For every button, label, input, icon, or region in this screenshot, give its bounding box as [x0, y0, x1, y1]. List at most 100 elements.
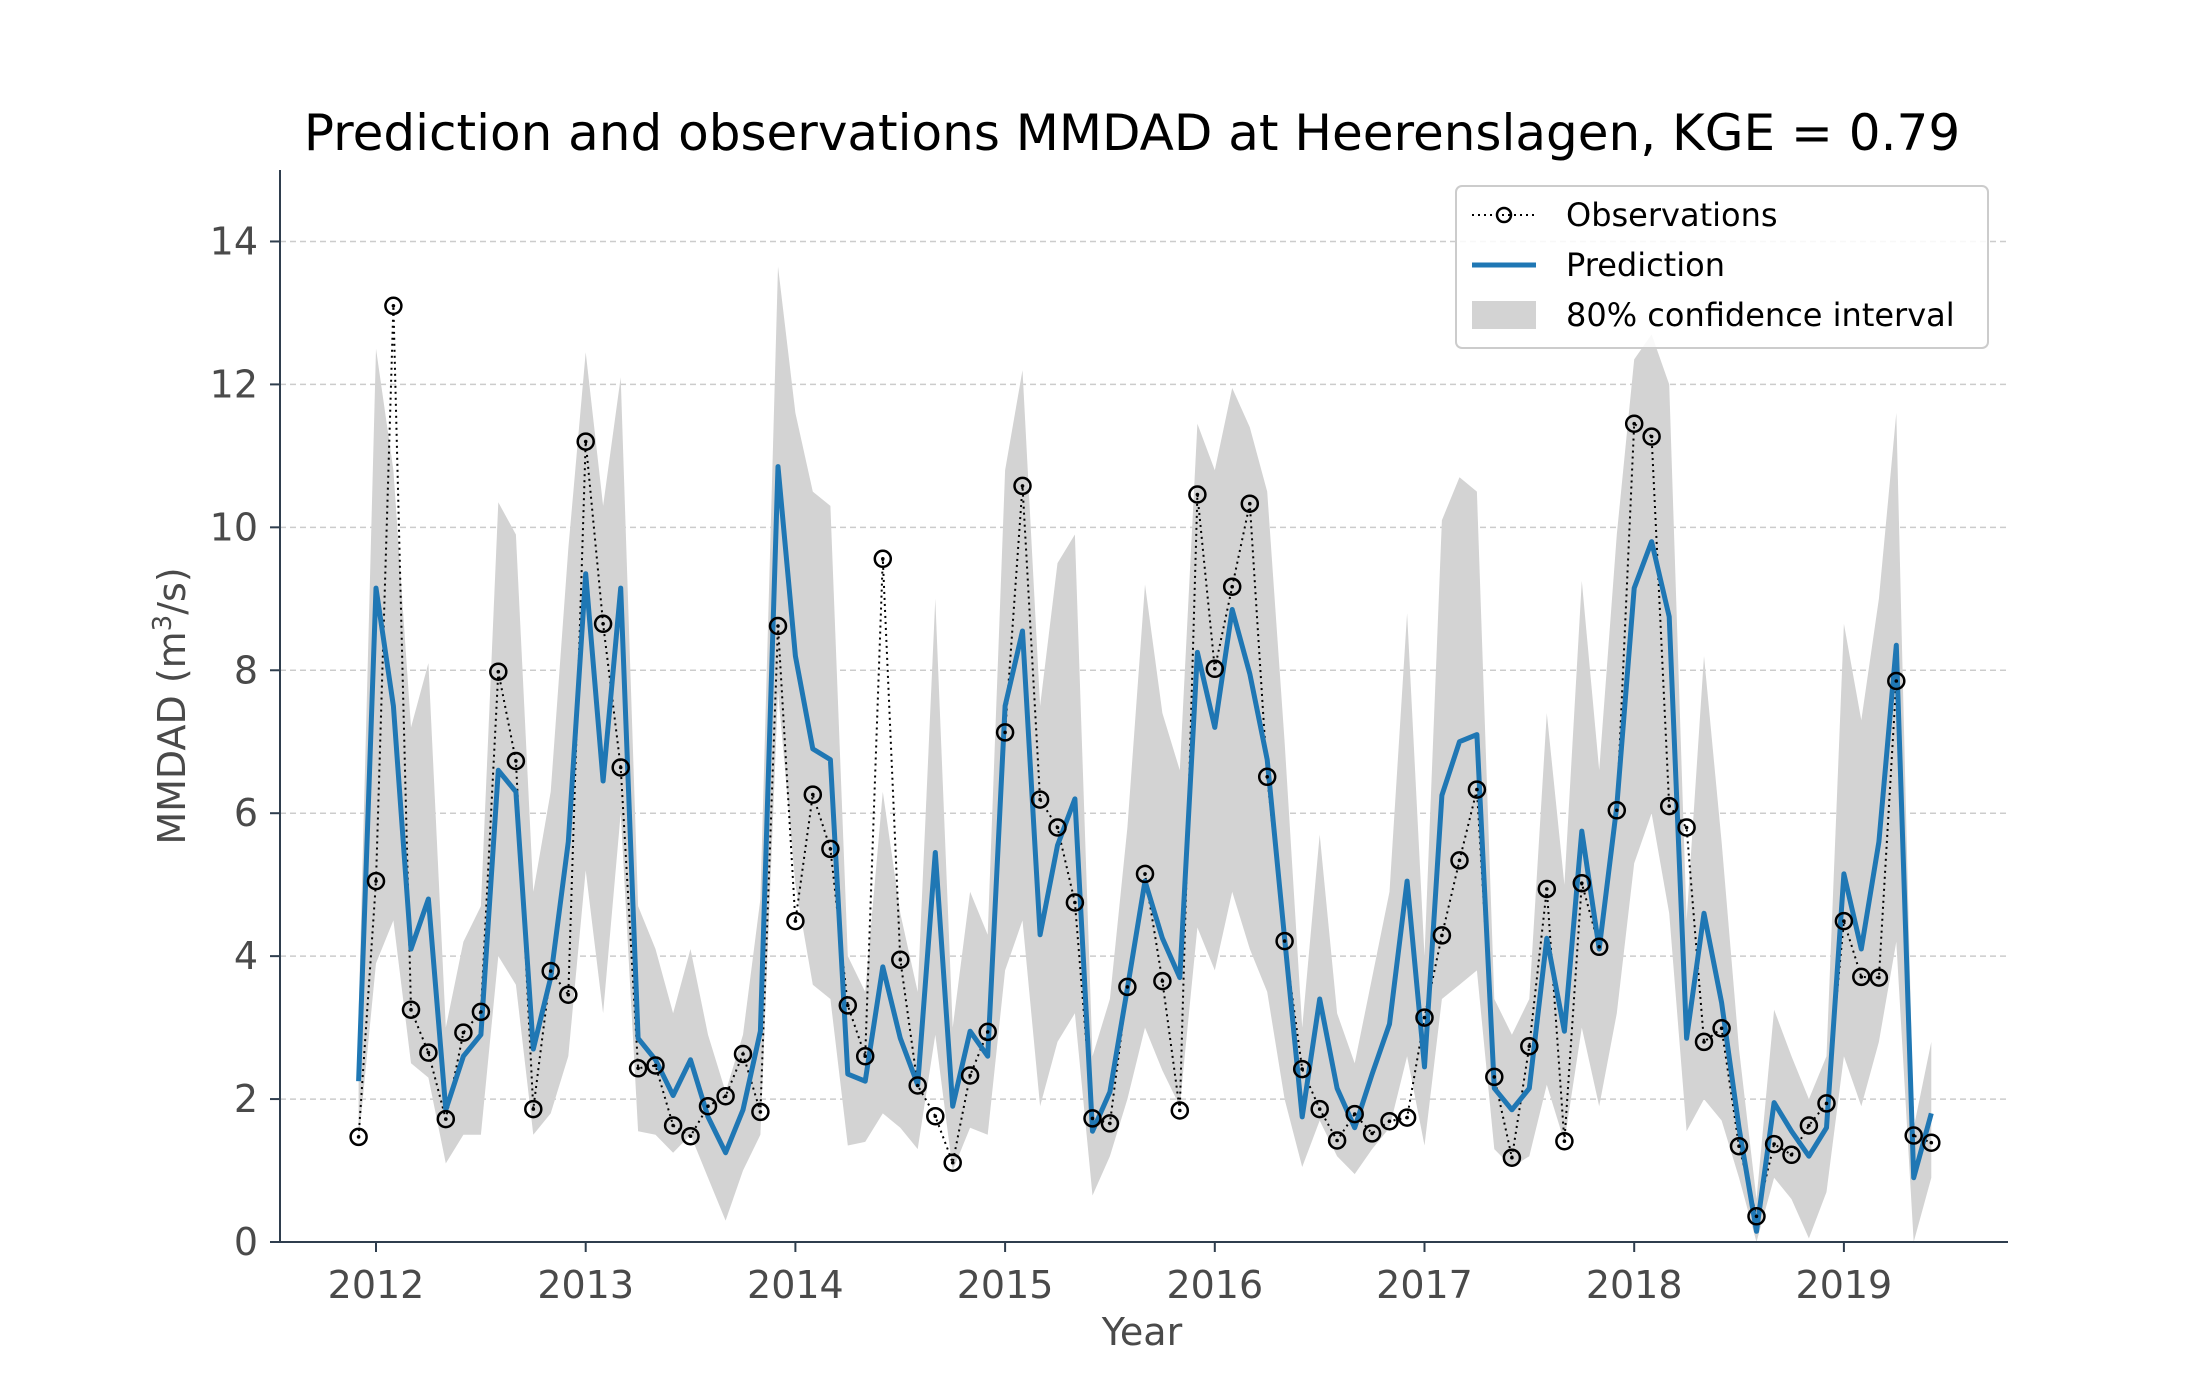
observation-point [1537, 879, 1557, 899]
observation-marker [1327, 1131, 1347, 1150]
observation-marker [349, 1127, 368, 1147]
observation-marker [1852, 967, 1871, 987]
observation-marker [1153, 971, 1172, 991]
observation-marker [471, 1002, 491, 1022]
observation-marker-dot [1265, 775, 1269, 779]
observation-marker-dot [1789, 1153, 1794, 1157]
observation-point [1782, 1145, 1801, 1165]
observation-point [698, 1096, 718, 1116]
observation-marker-dot [426, 1050, 431, 1055]
axes [279, 170, 2008, 1243]
observation-marker-dot [933, 1114, 938, 1118]
observation-marker [1764, 1134, 1784, 1154]
observation-marker [1537, 879, 1557, 899]
observation-point [1834, 911, 1854, 931]
y-axis-label: MMDAD (m3/s) [148, 567, 194, 844]
observation-marker-dot [915, 1083, 920, 1088]
observation-marker-dot [1684, 825, 1689, 830]
y-tick-label-8: 8 [234, 648, 258, 692]
observation-point [943, 1153, 962, 1172]
observation-marker [1642, 427, 1661, 446]
observation-marker [663, 1116, 683, 1135]
observation-marker [1589, 937, 1609, 957]
observation-marker-dot [1615, 808, 1619, 813]
observation-marker [1659, 796, 1679, 816]
legend-observations-label: Observations [1566, 196, 1778, 234]
observation-point [541, 961, 560, 981]
observation-marker [1345, 1104, 1364, 1124]
observation-marker-dot [1702, 1040, 1706, 1044]
observation-marker [628, 1059, 648, 1078]
observation-marker [1624, 414, 1644, 433]
observation-point [384, 296, 403, 316]
observations-points [349, 296, 1941, 1226]
observation-marker-dot [1737, 1144, 1741, 1148]
observation-marker-dot [1667, 804, 1671, 808]
observation-point [471, 1002, 491, 1022]
observation-marker-dot [950, 1160, 955, 1165]
observation-marker-dot [1842, 919, 1846, 923]
observation-marker [803, 785, 823, 804]
observation-point [681, 1126, 700, 1146]
observation-marker-dot [1754, 1214, 1759, 1219]
y-tick-label-10: 10 [210, 505, 258, 549]
observation-marker [1485, 1067, 1504, 1087]
observation-marker [593, 614, 613, 634]
observation-marker [506, 751, 526, 771]
y-tick-label-12: 12 [210, 362, 258, 406]
observation-marker [1694, 1032, 1714, 1052]
observation-marker-dot [706, 1104, 710, 1108]
observation-marker-dot [863, 1054, 867, 1058]
observation-point [1729, 1136, 1749, 1156]
observation-point [1065, 893, 1085, 912]
observation-point [1170, 1101, 1190, 1120]
observation-marker [978, 1022, 997, 1042]
observation-marker [1817, 1094, 1836, 1113]
legend-band-label: 80% confidence interval [1566, 296, 1955, 334]
observation-point [1694, 1032, 1714, 1052]
observation-marker-dot [1597, 945, 1601, 949]
observation-point [733, 1044, 753, 1064]
observation-point [1520, 1036, 1539, 1056]
observation-point [995, 723, 1015, 742]
observation-marker-dot [1143, 872, 1147, 876]
observation-marker-dot [1492, 1075, 1497, 1079]
y-axis-label-tail: /s) [150, 567, 194, 614]
observation-marker [1275, 931, 1294, 951]
observation-marker-dot [1300, 1067, 1304, 1071]
observation-marker [1904, 1126, 1923, 1145]
observation-marker [1869, 968, 1889, 987]
observation-marker-dot [444, 1117, 448, 1121]
observation-marker [524, 1099, 543, 1119]
observation-marker-dot [1929, 1140, 1934, 1145]
y-ticks: 0 2 4 6 8 10 12 14 [210, 219, 280, 1264]
observation-point [366, 871, 386, 891]
observation-point [1869, 968, 1889, 987]
observation-marker-dot [1772, 1142, 1776, 1146]
observation-marker [698, 1096, 718, 1116]
observation-point [663, 1116, 683, 1135]
observation-marker-dot [1894, 679, 1899, 683]
observation-marker-dot [1248, 501, 1252, 506]
observation-point [1188, 485, 1207, 504]
observation-point [1799, 1116, 1819, 1135]
observation-marker [1362, 1124, 1382, 1143]
observation-point [454, 1023, 473, 1042]
observation-point [1013, 476, 1032, 496]
observation-marker [768, 616, 788, 636]
observation-marker-dot [618, 765, 623, 770]
observation-marker [1572, 873, 1592, 893]
observation-marker [716, 1086, 735, 1106]
observation-marker [1310, 1099, 1329, 1119]
observation-point [1240, 494, 1260, 513]
observation-marker-dot [1090, 1116, 1095, 1121]
chart-title: Prediction and observations MMDAD at Hee… [304, 104, 1960, 162]
observation-point [1817, 1094, 1836, 1113]
observation-marker-dot [881, 557, 885, 561]
y-axis-label-superscript: 3 [148, 615, 178, 632]
observation-marker-dot [479, 1010, 483, 1014]
observation-marker [1887, 671, 1906, 691]
observation-point [1362, 1124, 1382, 1143]
observation-marker [1135, 864, 1155, 884]
x-axis-label: Year [1101, 1310, 1183, 1354]
